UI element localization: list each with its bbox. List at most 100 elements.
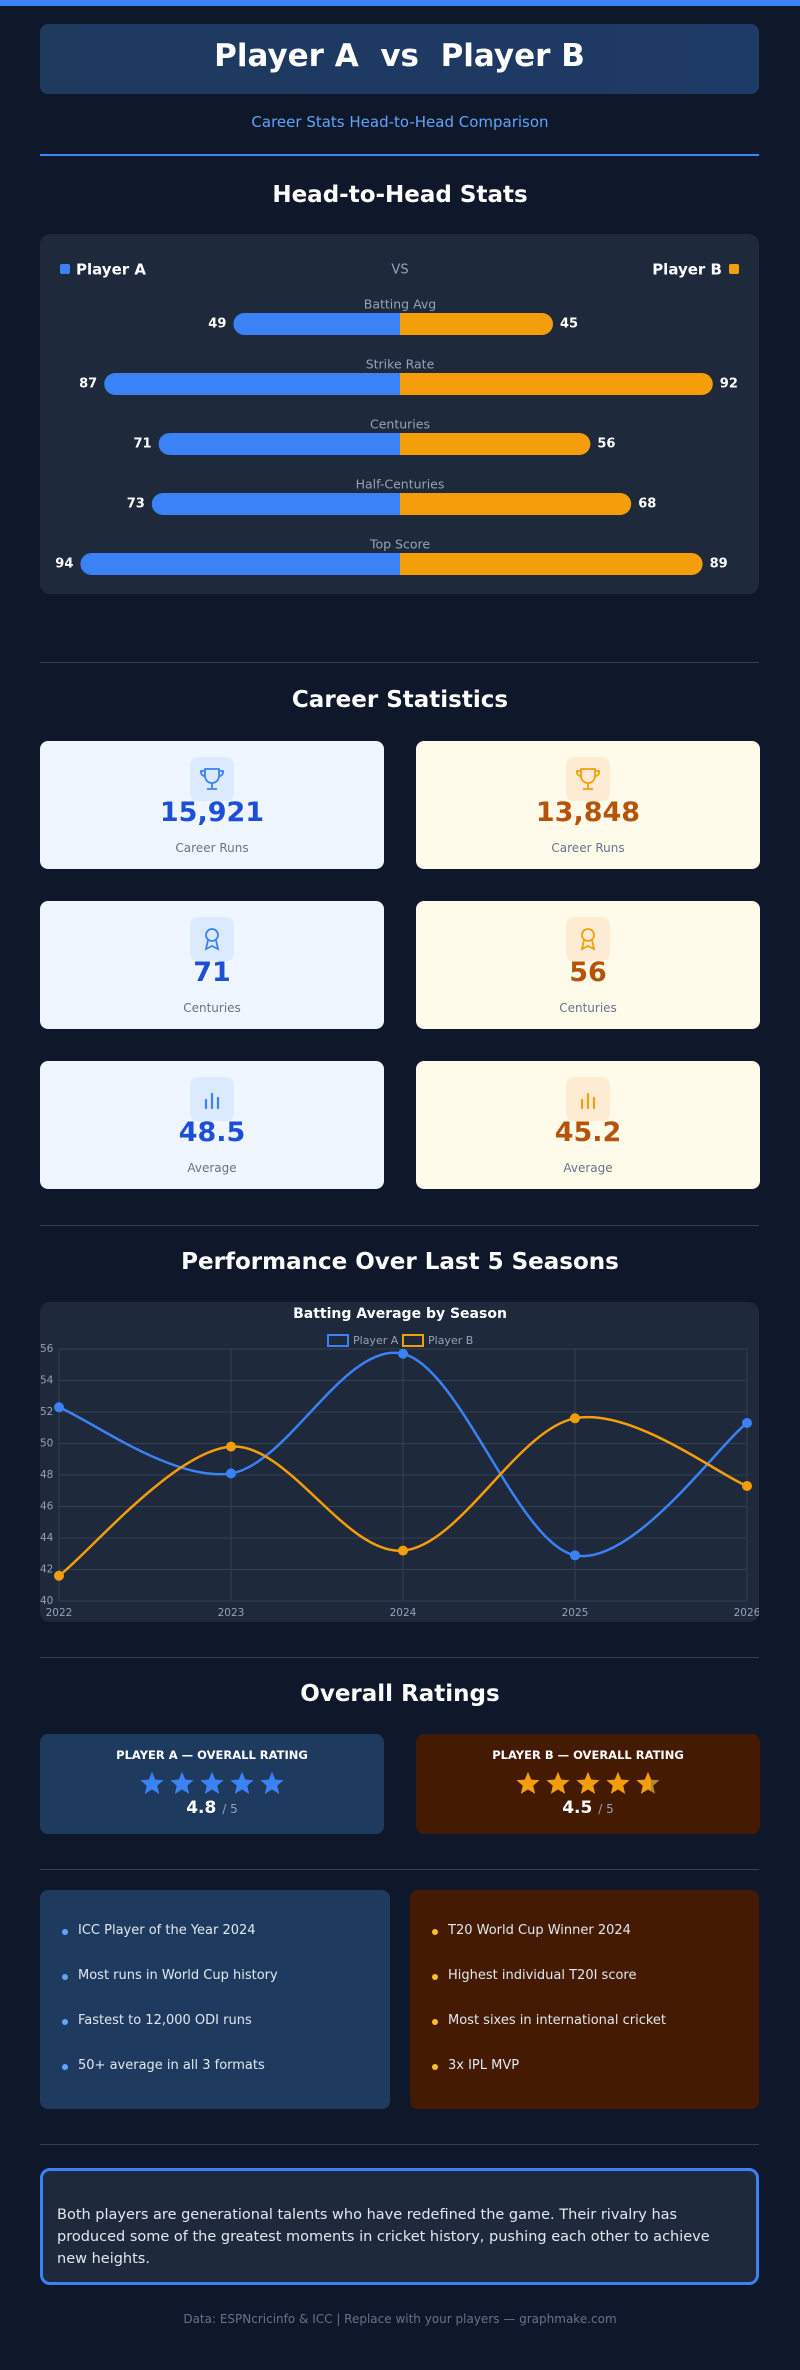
rating-score: 4.5 / 5 — [416, 1798, 760, 1818]
star — [516, 1772, 540, 1794]
divider — [40, 154, 759, 156]
stat-icon — [190, 1077, 234, 1121]
x-tick-label: 2025 — [562, 1607, 589, 1619]
footer: Data: ESPNcricinfo & ICC | Replace with … — [183, 2312, 617, 2326]
point — [226, 1468, 236, 1479]
stat-card: 15,921 Career Runs — [40, 741, 384, 869]
bar — [104, 373, 400, 395]
stars-fill — [140, 1772, 284, 1794]
stat-icon — [566, 917, 610, 961]
stat-card: 71 Centuries — [40, 901, 384, 1029]
legend-swatch — [327, 1334, 349, 1347]
star — [636, 1772, 651, 1794]
stat-card: 13,848 Career Runs — [416, 741, 760, 869]
star — [576, 1772, 600, 1794]
bar — [400, 493, 632, 515]
legend-swatch — [729, 264, 739, 274]
header-box: Player A vs Player B — [40, 24, 759, 94]
chart-title: Batting Average by Season — [293, 1306, 507, 1322]
bar — [158, 433, 400, 455]
point — [398, 1545, 408, 1556]
rating-title: PLAYER A — OVERALL RATING — [116, 1748, 308, 1762]
stat-card: 45.2 Average — [416, 1061, 760, 1189]
stat-icon — [566, 1077, 610, 1121]
star — [140, 1772, 164, 1794]
value-label: 94 — [55, 557, 73, 572]
value-label: 71 — [134, 437, 152, 452]
value-label: 49 — [208, 317, 226, 332]
section-title: Career Statistics — [291, 687, 509, 713]
stat-value: 15,921 — [159, 797, 265, 828]
bullet — [432, 1929, 438, 1935]
achievement: Highest individual T20I score — [448, 1968, 637, 1983]
section-title: Head-to-Head Stats — [272, 182, 528, 208]
bullet — [62, 2064, 68, 2070]
achievement: ICC Player of the Year 2024 — [78, 1923, 256, 1938]
divider — [40, 1657, 759, 1658]
stat-label: Average — [563, 1161, 613, 1175]
bar — [233, 313, 400, 335]
center-label: VS — [391, 263, 408, 278]
bar — [400, 553, 703, 575]
rating-card: PLAYER B — OVERALL RATING 4.5 / 5 — [416, 1734, 760, 1834]
y-tick-label: 50 — [40, 1438, 53, 1450]
rating-value: 4.8 — [186, 1798, 217, 1818]
icon — [204, 1092, 220, 1110]
icon — [204, 928, 220, 951]
icon — [200, 768, 224, 790]
value-label: 56 — [597, 437, 615, 452]
y-tick-label: 54 — [40, 1375, 54, 1387]
achievement-box: ICC Player of the Year 2024 Most runs in … — [40, 1890, 390, 2109]
legend-swatch — [402, 1334, 424, 1347]
point — [226, 1441, 236, 1452]
y-tick-label: 40 — [40, 1595, 53, 1607]
stat-value: 13,848 — [535, 797, 641, 828]
icon — [580, 1092, 596, 1110]
metric-label: Top Score — [369, 537, 430, 552]
bullet — [432, 2064, 438, 2070]
legend-label: Player B — [428, 1334, 473, 1347]
star — [546, 1772, 570, 1794]
rating-card: PLAYER A — OVERALL RATING 4.8 / 5 — [40, 1734, 384, 1834]
y-tick-label: 48 — [40, 1469, 53, 1481]
stat-label: Centuries — [559, 1001, 617, 1015]
point — [54, 1402, 64, 1413]
stat-icon — [190, 917, 234, 961]
stat-card: 56 Centuries — [416, 901, 760, 1029]
achievement: 3x IPL MVP — [448, 2058, 520, 2073]
subtitle: Career Stats Head-to-Head Comparison — [251, 113, 549, 131]
metric-label: Half-Centuries — [356, 477, 445, 492]
stat-icon — [190, 757, 234, 801]
stars — [516, 1772, 660, 1794]
value-label: 87 — [79, 377, 97, 392]
star — [170, 1772, 194, 1794]
stat-value: 56 — [569, 957, 607, 988]
y-tick-label: 56 — [40, 1343, 54, 1355]
line — [58, 1351, 748, 1558]
rating-out-of: / 5 — [222, 1802, 238, 1816]
star — [260, 1772, 284, 1794]
value-label: 45 — [560, 317, 578, 332]
star — [230, 1772, 254, 1794]
bar — [80, 553, 401, 575]
section-title: Overall Ratings — [300, 1681, 500, 1707]
star — [606, 1772, 630, 1794]
stat-label: Average — [187, 1161, 237, 1175]
bullet — [62, 1974, 68, 1980]
stat-label: Career Runs — [551, 841, 625, 855]
stat-value: 71 — [193, 957, 231, 988]
point — [742, 1481, 752, 1492]
achievement: T20 World Cup Winner 2024 — [448, 1923, 631, 1938]
stat-label: Career Runs — [175, 841, 249, 855]
divider — [40, 2144, 759, 2145]
icon — [576, 768, 600, 790]
rating-value: 4.5 — [562, 1798, 593, 1818]
stars-fill — [516, 1772, 651, 1794]
achievement-box: T20 World Cup Winner 2024 Highest individ… — [410, 1890, 759, 2109]
x-tick-label: 2023 — [218, 1607, 245, 1619]
stars — [140, 1772, 284, 1794]
stat-icon — [566, 757, 610, 801]
star — [200, 1772, 224, 1794]
